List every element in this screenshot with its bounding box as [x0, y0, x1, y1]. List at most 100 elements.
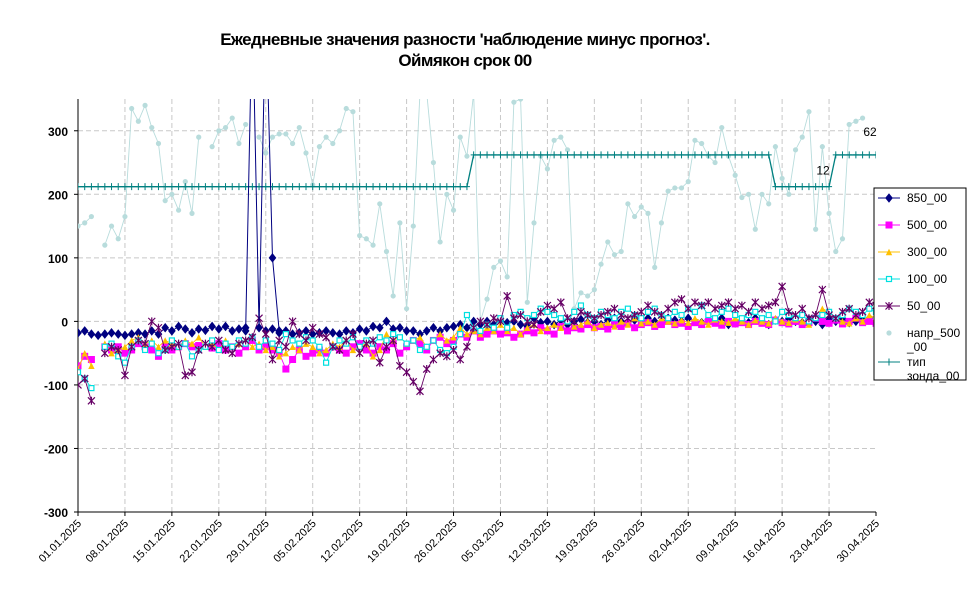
data-point: [785, 183, 792, 191]
legend-marker: [885, 248, 893, 256]
data-point: [725, 151, 732, 159]
data-point: [276, 346, 283, 354]
data-point: [442, 322, 451, 333]
data-point: [496, 330, 504, 338]
data-point: [490, 327, 497, 335]
data-point: [397, 220, 403, 226]
data-point: [477, 151, 484, 159]
data-point: [523, 317, 532, 326]
data-point: [242, 183, 249, 191]
data-point: [524, 151, 531, 159]
data-point: [195, 342, 203, 350]
data-point: [818, 285, 827, 294]
data-point: [550, 330, 558, 338]
data-point: [396, 349, 404, 357]
data-point: [484, 151, 491, 159]
data-point: [791, 311, 800, 320]
data-point: [343, 105, 349, 112]
data-point: [188, 340, 196, 347]
data-point: [80, 326, 89, 336]
data-point: [698, 151, 705, 159]
data-point: [590, 314, 599, 323]
data-point: [437, 239, 443, 245]
data-point: [705, 151, 712, 159]
data-point: [865, 317, 873, 325]
data-point: [471, 90, 476, 95]
data-point: [813, 226, 819, 232]
data-point: [276, 131, 282, 137]
data-point: [416, 340, 424, 348]
data-point: [443, 337, 451, 344]
data-point: [585, 293, 591, 299]
data-point: [316, 343, 323, 350]
data-point: [349, 330, 357, 339]
data-point: [598, 261, 604, 267]
data-point: [831, 314, 840, 323]
data-point: [544, 308, 551, 315]
data-point: [711, 315, 719, 322]
data-point: [738, 151, 745, 159]
data-point: [195, 183, 202, 191]
data-point: [678, 316, 685, 324]
data-point: [209, 337, 216, 344]
data-point: [604, 319, 611, 326]
data-point: [752, 226, 758, 232]
data-point: [644, 301, 652, 310]
data-point: [249, 183, 256, 191]
data-point: [276, 183, 283, 191]
data-point: [705, 311, 712, 319]
data-point: [658, 220, 665, 226]
data-point: [122, 213, 128, 220]
legend-label: 300_00: [907, 245, 947, 259]
data-point: [503, 291, 512, 300]
data-point: [530, 320, 538, 329]
data-point: [764, 301, 773, 310]
data-point: [323, 134, 329, 140]
data-point: [604, 151, 611, 159]
data-point: [78, 369, 82, 376]
data-point: [282, 330, 289, 338]
data-point: [758, 315, 766, 322]
data-point: [215, 346, 222, 354]
data-point: [624, 321, 632, 328]
data-point: [557, 324, 565, 331]
data-point: [799, 318, 806, 325]
data-point: [289, 337, 296, 344]
data-point: [442, 352, 451, 361]
legend: 850_00 500_00 300_00 100_00 50_00 напр_500_00…: [873, 187, 967, 383]
plot-area: -300 -200 -100 0 100 200 300 01.01.2025 08.01.20…: [37, 90, 882, 565]
data-point: [162, 198, 168, 204]
data-point: [551, 311, 558, 319]
data-point: [558, 134, 564, 140]
data-point: [396, 334, 403, 341]
data-point: [859, 151, 866, 159]
data-point: [732, 151, 739, 159]
data-point: [376, 334, 383, 341]
data-point: [268, 355, 277, 364]
data-point: [731, 320, 739, 328]
data-point: [531, 220, 537, 226]
data-point: [798, 304, 807, 313]
y-tick-label: 0: [61, 315, 68, 329]
data-point: [308, 323, 317, 332]
data-point: [383, 183, 390, 191]
data-point: [396, 183, 403, 191]
data-point: [510, 333, 518, 341]
data-point: [268, 324, 277, 334]
data-point: [296, 340, 303, 347]
data-point: [443, 183, 450, 191]
data-point: [759, 151, 765, 159]
data-point: [631, 324, 639, 332]
data-point: [516, 311, 525, 320]
data-point: [288, 317, 297, 326]
data-point: [819, 183, 826, 191]
data-point: [704, 298, 713, 307]
data-point: [424, 90, 429, 95]
data-point: [717, 301, 726, 310]
data-point: [786, 191, 792, 197]
data-point: [865, 298, 874, 307]
data-point: [483, 320, 491, 329]
x-tick-label: 12.02.2025: [318, 518, 365, 565]
data-point: [825, 311, 833, 320]
data-point: [597, 321, 605, 328]
